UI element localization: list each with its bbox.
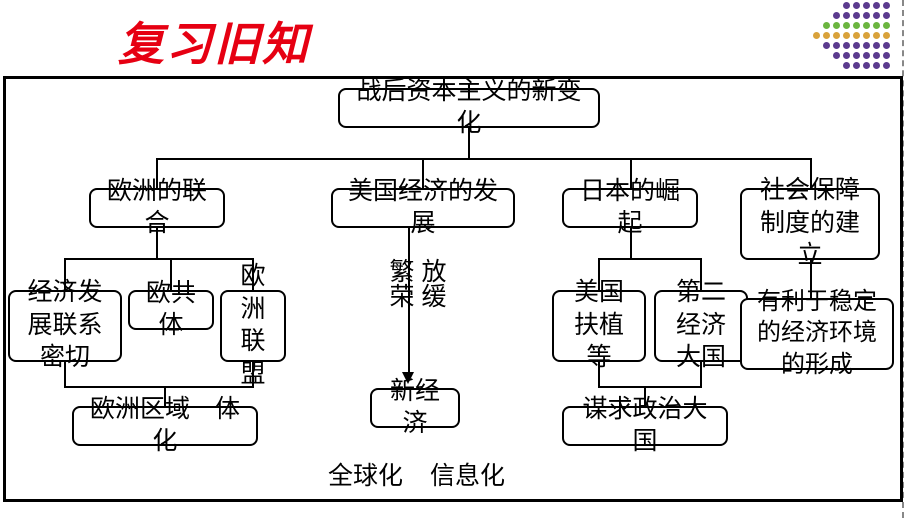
node-label: 欧共体 <box>138 278 204 343</box>
hlabel-quanqiu: 全球化 <box>328 456 403 492</box>
node-label: 经济发展联系密切 <box>18 277 112 375</box>
node-label: 社会保障制度的建立 <box>750 175 870 273</box>
node-root: 战后资本主义的新变化 <box>338 88 600 128</box>
node-label: 日本的崛起 <box>572 176 688 241</box>
node-label: 新经济 <box>380 376 450 441</box>
node-label: 美国扶植等 <box>562 277 636 375</box>
vlabel-fang: 放缓 <box>416 258 446 308</box>
node-d2: 谋求政治大国 <box>562 406 728 446</box>
node-b1: 欧洲的联合 <box>89 188 225 228</box>
node-label: 战后资本主义的新变化 <box>348 76 590 141</box>
node-c2: 欧共体 <box>128 290 214 330</box>
connector-line <box>64 386 254 388</box>
hlabel-xinxi: 信息化 <box>430 456 505 492</box>
node-label: 欧洲的联合 <box>99 176 215 241</box>
node-c5: 美国扶植等 <box>552 290 646 362</box>
node-label: 有利于稳定的经济环境的形成 <box>750 287 884 381</box>
connector-line <box>64 258 252 260</box>
title-text: 复习旧知 <box>118 19 310 70</box>
node-b3: 日本的崛起 <box>562 188 698 228</box>
vlabel-fan: 繁荣 <box>384 258 414 308</box>
node-c7: 有利于稳定的经济环境的形成 <box>740 298 894 370</box>
slide-title: 复习旧知 <box>118 8 310 74</box>
node-c3: 欧洲联盟 <box>220 290 286 362</box>
node-label: 第二经济大国 <box>664 277 738 375</box>
right-dashed-border <box>902 0 920 518</box>
node-c4: 新经济 <box>370 388 460 428</box>
connector-line <box>598 386 702 388</box>
node-b4: 社会保障制度的建立 <box>740 188 880 260</box>
node-c6: 第二经济大国 <box>654 290 748 362</box>
node-b2: 美国经济的发展 <box>331 188 515 228</box>
decor-dots <box>813 2 890 72</box>
node-label: 欧洲区域一体化 <box>82 394 248 459</box>
connector-line <box>156 158 810 160</box>
node-label: 谋求政治大国 <box>572 394 718 459</box>
node-d1: 欧洲区域一体化 <box>72 406 258 446</box>
node-label: 美国经济的发展 <box>341 176 505 241</box>
node-label: 欧洲联盟 <box>230 261 276 391</box>
node-c1: 经济发展联系密切 <box>8 290 122 362</box>
connector-line <box>598 258 700 260</box>
